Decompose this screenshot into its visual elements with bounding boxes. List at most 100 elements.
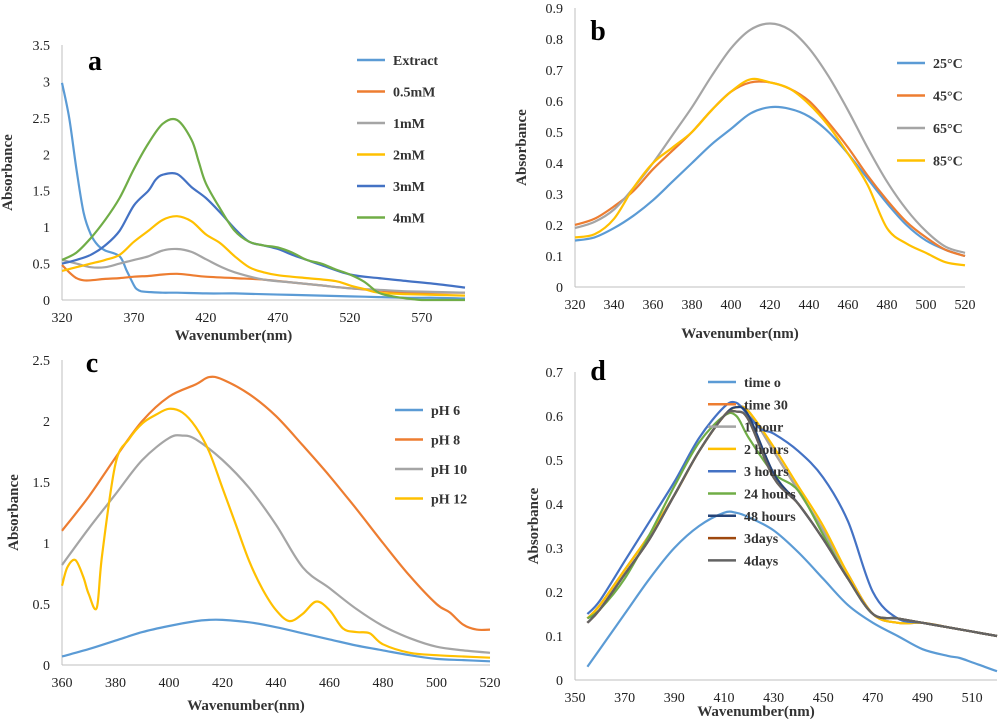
x-tick-label: 320 [565,298,586,313]
legend-label: time o [744,376,781,391]
y-tick-label: 0 [43,294,50,309]
y-tick-label: 0.2 [546,586,564,601]
y-axis-label: Absorbance [526,487,542,564]
x-tick-label: 400 [721,298,742,313]
y-tick-label: 0.6 [546,410,564,425]
x-tick-label: 420 [212,676,233,691]
y-tick-label: 3 [43,75,50,90]
x-tick-label: 340 [604,298,625,313]
x-tick-label: 420 [195,311,216,326]
panel-b: 0 0.1 0.2 0.3 0.4 0.5 0.6 0.7 0.8 0.9 320 340 360 380… [514,2,976,342]
series-line [61,247,466,294]
y-axis-label: Absorbance [514,109,530,186]
y-tick-label: 1 [43,537,50,552]
y-tick-label: 0.9 [546,2,564,17]
x-axis-label: Wavenumber(nm) [697,704,815,719]
y-tick-label: 0.5 [33,598,51,613]
y-tick-label: 0.1 [546,630,564,645]
x-tick-label: 400 [159,676,180,691]
y-tick-label: 0.4 [546,157,564,172]
x-axis-label: Wavenumber(nm) [175,328,293,344]
legend-label: 24 hours [744,488,796,503]
x-tick-label: 510 [962,691,983,706]
y-tick-label: 0.2 [546,219,564,234]
x-tick-label: 500 [916,298,937,313]
panel-d: 0 0.1 0.2 0.3 0.4 0.5 0.6 0.7 350 370 390 410 430 450… [526,356,998,719]
y-tick-label: 0 [43,659,50,674]
legend-label: 4days [744,554,779,569]
y-axis-label: Absorbance [6,474,22,551]
series-line [574,105,966,258]
y-tick-label: 0.6 [546,95,564,110]
series-line [586,510,998,673]
panel-label: a [88,46,102,77]
series-line [574,77,966,267]
panel-label: d [590,356,606,387]
series-line [586,409,998,638]
panel-label: c [86,348,98,379]
series-line [61,375,491,632]
x-tick-label: 570 [411,311,432,326]
x-tick-label: 370 [123,311,144,326]
legend-label: 85°C [933,155,963,170]
y-tick-label: 1.5 [33,185,51,200]
x-tick-label: 410 [713,691,734,706]
x-tick-label: 520 [480,676,501,691]
x-tick-label: 390 [664,691,685,706]
x-tick-label: 350 [565,691,586,706]
y-axis-label: Absorbance [0,134,16,211]
x-tick-label: 520 [955,298,976,313]
series-line [60,407,491,659]
x-tick-label: 440 [266,676,287,691]
legend-label: pH 8 [431,434,460,449]
legend-label: 2 hours [744,443,789,458]
legend-label: 2mM [393,149,425,164]
legend-label: pH 12 [431,493,467,508]
legend-label: 1 hour [744,421,783,436]
y-tick-label: 0.1 [546,250,564,265]
x-tick-label: 360 [52,676,73,691]
y-tick-label: 3.5 [33,39,51,54]
y-tick-label: 2.5 [33,354,51,369]
y-tick-label: 0.3 [546,542,564,557]
x-tick-label: 430 [763,691,784,706]
x-axis-label: Wavenumber(nm) [681,326,799,342]
legend-label: 25°C [933,57,963,72]
legend-label: 3 hours [744,465,789,480]
x-tick-label: 470 [267,311,288,326]
x-tick-label: 420 [760,298,781,313]
legend-label: 45°C [933,90,963,105]
legend-label: 3mM [393,180,425,195]
legend-label: 4mM [393,212,425,227]
y-tick-label: 0.7 [546,366,564,381]
x-tick-label: 460 [319,676,340,691]
x-tick-label: 480 [373,676,394,691]
y-tick-label: 0.3 [546,188,564,203]
panel-label: b [590,16,606,47]
y-tick-label: 1 [43,221,50,236]
y-tick-label: 0.5 [546,126,564,141]
x-tick-label: 380 [682,298,703,313]
y-tick-label: 0 [556,674,563,689]
x-tick-label: 370 [614,691,635,706]
y-tick-label: 0.5 [33,258,51,273]
legend-label: 48 hours [744,510,796,525]
series-line [60,82,466,300]
y-tick-label: 0.7 [546,64,564,79]
x-tick-label: 470 [862,691,883,706]
legend-label: time 30 [744,398,788,413]
legend-label: pH 10 [431,463,467,478]
x-tick-label: 380 [105,676,126,691]
legend-label: 0.5mM [393,86,435,101]
panel-a: 0 0.5 1 1.5 2 2.5 3 3.5 320 370 420 470 520 570 Wavenu… [0,39,466,344]
series-line [61,618,491,663]
x-tick-label: 490 [912,691,933,706]
legend-label: 1mM [393,117,425,132]
series-line [61,215,466,297]
x-tick-label: 450 [813,691,834,706]
panel-c: 0 0.5 1 1.5 2 2.5 360 380 400 420 440 460 480 500 520 W… [6,348,501,714]
y-tick-label: 2.5 [33,112,51,127]
y-tick-label: 1.5 [33,476,51,491]
